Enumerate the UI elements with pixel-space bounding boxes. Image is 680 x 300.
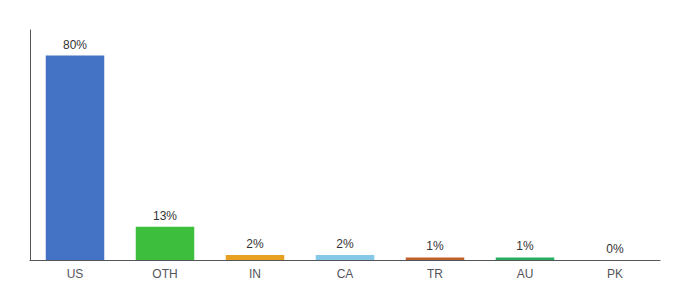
- svg-text:IN: IN: [249, 267, 261, 281]
- svg-text:2%: 2%: [336, 237, 354, 251]
- svg-text:2%: 2%: [246, 237, 264, 251]
- svg-text:AU: AU: [517, 267, 534, 281]
- svg-text:80%: 80%: [63, 38, 87, 52]
- svg-text:1%: 1%: [516, 239, 534, 253]
- svg-text:PK: PK: [607, 267, 623, 281]
- svg-text:13%: 13%: [153, 209, 177, 223]
- svg-text:CA: CA: [337, 267, 354, 281]
- svg-text:TR: TR: [427, 267, 443, 281]
- svg-text:OTH: OTH: [152, 267, 177, 281]
- svg-text:0%: 0%: [606, 242, 624, 256]
- svg-text:1%: 1%: [426, 239, 444, 253]
- svg-text:US: US: [67, 267, 84, 281]
